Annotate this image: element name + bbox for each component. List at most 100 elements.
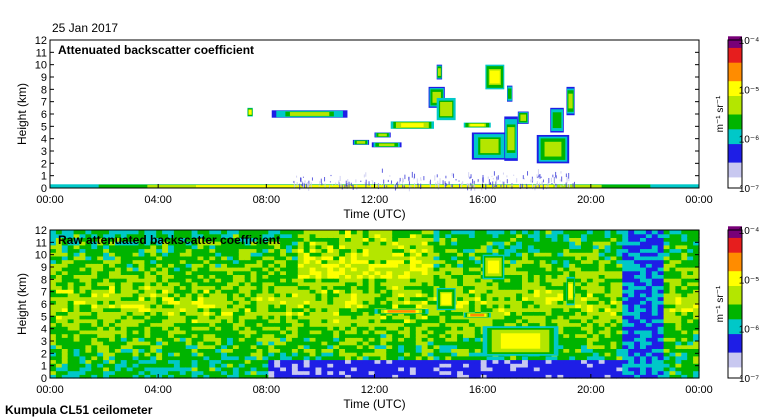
raw-cell [640,318,647,324]
raw-cell [227,244,234,250]
raw-cell [55,233,63,238]
raw-cell [533,355,541,361]
raw-cell [457,363,464,368]
noise-speck [434,175,436,181]
raw-cell [421,263,429,268]
y-tick-label: 1 [41,361,47,373]
raw-cell [569,304,576,309]
raw-cell [297,300,305,305]
raw-cell [327,329,334,335]
raw-cell [681,344,688,349]
raw-cell [61,296,69,301]
raw-cell [581,374,588,379]
raw-cell [339,363,346,368]
raw-cell [533,267,541,272]
raw-cell [439,274,446,279]
raw-cell [114,289,122,294]
raw-cell [551,318,558,324]
raw-cell [445,270,452,275]
raw-cell [468,337,476,342]
raw-cell [303,341,311,346]
raw-cell [675,304,682,309]
raw-cell [286,292,293,298]
raw-cell [150,300,157,305]
raw-cell [179,304,187,309]
raw-cell [356,355,364,361]
raw-cell [374,285,381,290]
raw-cell [67,259,75,264]
raw-cell [73,259,81,264]
raw-cell [209,352,216,357]
raw-cell [197,326,204,331]
raw-cell [67,326,75,331]
raw-cell [675,278,682,283]
raw-cell [126,352,134,357]
raw-cell [333,252,340,257]
raw-cell [634,233,641,238]
raw-cell [398,337,405,342]
raw-cell [286,267,293,272]
raw-cell [256,333,263,338]
raw-cell [114,326,122,331]
colorbar-step [728,337,742,342]
raw-cell [374,270,381,275]
raw-cell [197,322,204,327]
raw-cell [557,337,564,342]
raw-cell [463,355,470,361]
raw-cell [173,255,181,261]
raw-cell [221,311,228,316]
raw-cell [297,267,305,272]
noise-speck [320,178,322,183]
raw-cell [55,278,63,283]
raw-cell [527,281,535,287]
raw-cell [404,270,411,275]
raw-cell [374,352,381,357]
raw-cell [185,374,193,379]
raw-cell [575,348,582,353]
raw-cell [356,252,364,257]
raw-cell [421,304,429,309]
raw-cell [404,344,411,349]
raw-cell [156,285,163,290]
raw-cell [173,333,181,338]
raw-cell [309,230,317,235]
raw-cell [179,359,187,364]
raw-cell [398,352,405,357]
raw-cell [581,359,588,364]
raw-cell [168,352,175,357]
raw-cell [622,370,629,375]
raw-cell [398,363,405,368]
raw-cell [345,274,352,279]
raw-cell [97,304,104,309]
raw-cell [185,337,193,342]
raw-cell [268,248,275,253]
raw-cell [191,244,199,250]
raw-cell [675,337,682,342]
raw-cell [185,311,193,316]
raw-cell [675,307,682,312]
raw-cell [527,292,535,298]
raw-cell [610,311,617,316]
raw-cell [85,311,92,316]
raw-cell [693,278,700,283]
raw-cell [392,296,399,301]
raw-cell [445,366,452,372]
raw-cell [79,230,86,235]
raw-cell [168,248,175,253]
raw-cell [268,300,275,305]
raw-cell [114,267,122,272]
raw-cell [114,370,122,375]
raw-cell [563,248,570,253]
raw-cell [681,278,688,283]
raw-cell [138,318,145,324]
raw-cell [339,348,346,353]
raw-cell [179,307,187,312]
raw-cell [280,315,287,320]
raw-cell [575,244,582,250]
raw-cell [85,304,92,309]
raw-cell [687,255,694,261]
raw-cell [191,259,199,264]
raw-cell [616,318,623,324]
raw-cell [504,248,511,253]
backscatter-field [50,64,699,192]
